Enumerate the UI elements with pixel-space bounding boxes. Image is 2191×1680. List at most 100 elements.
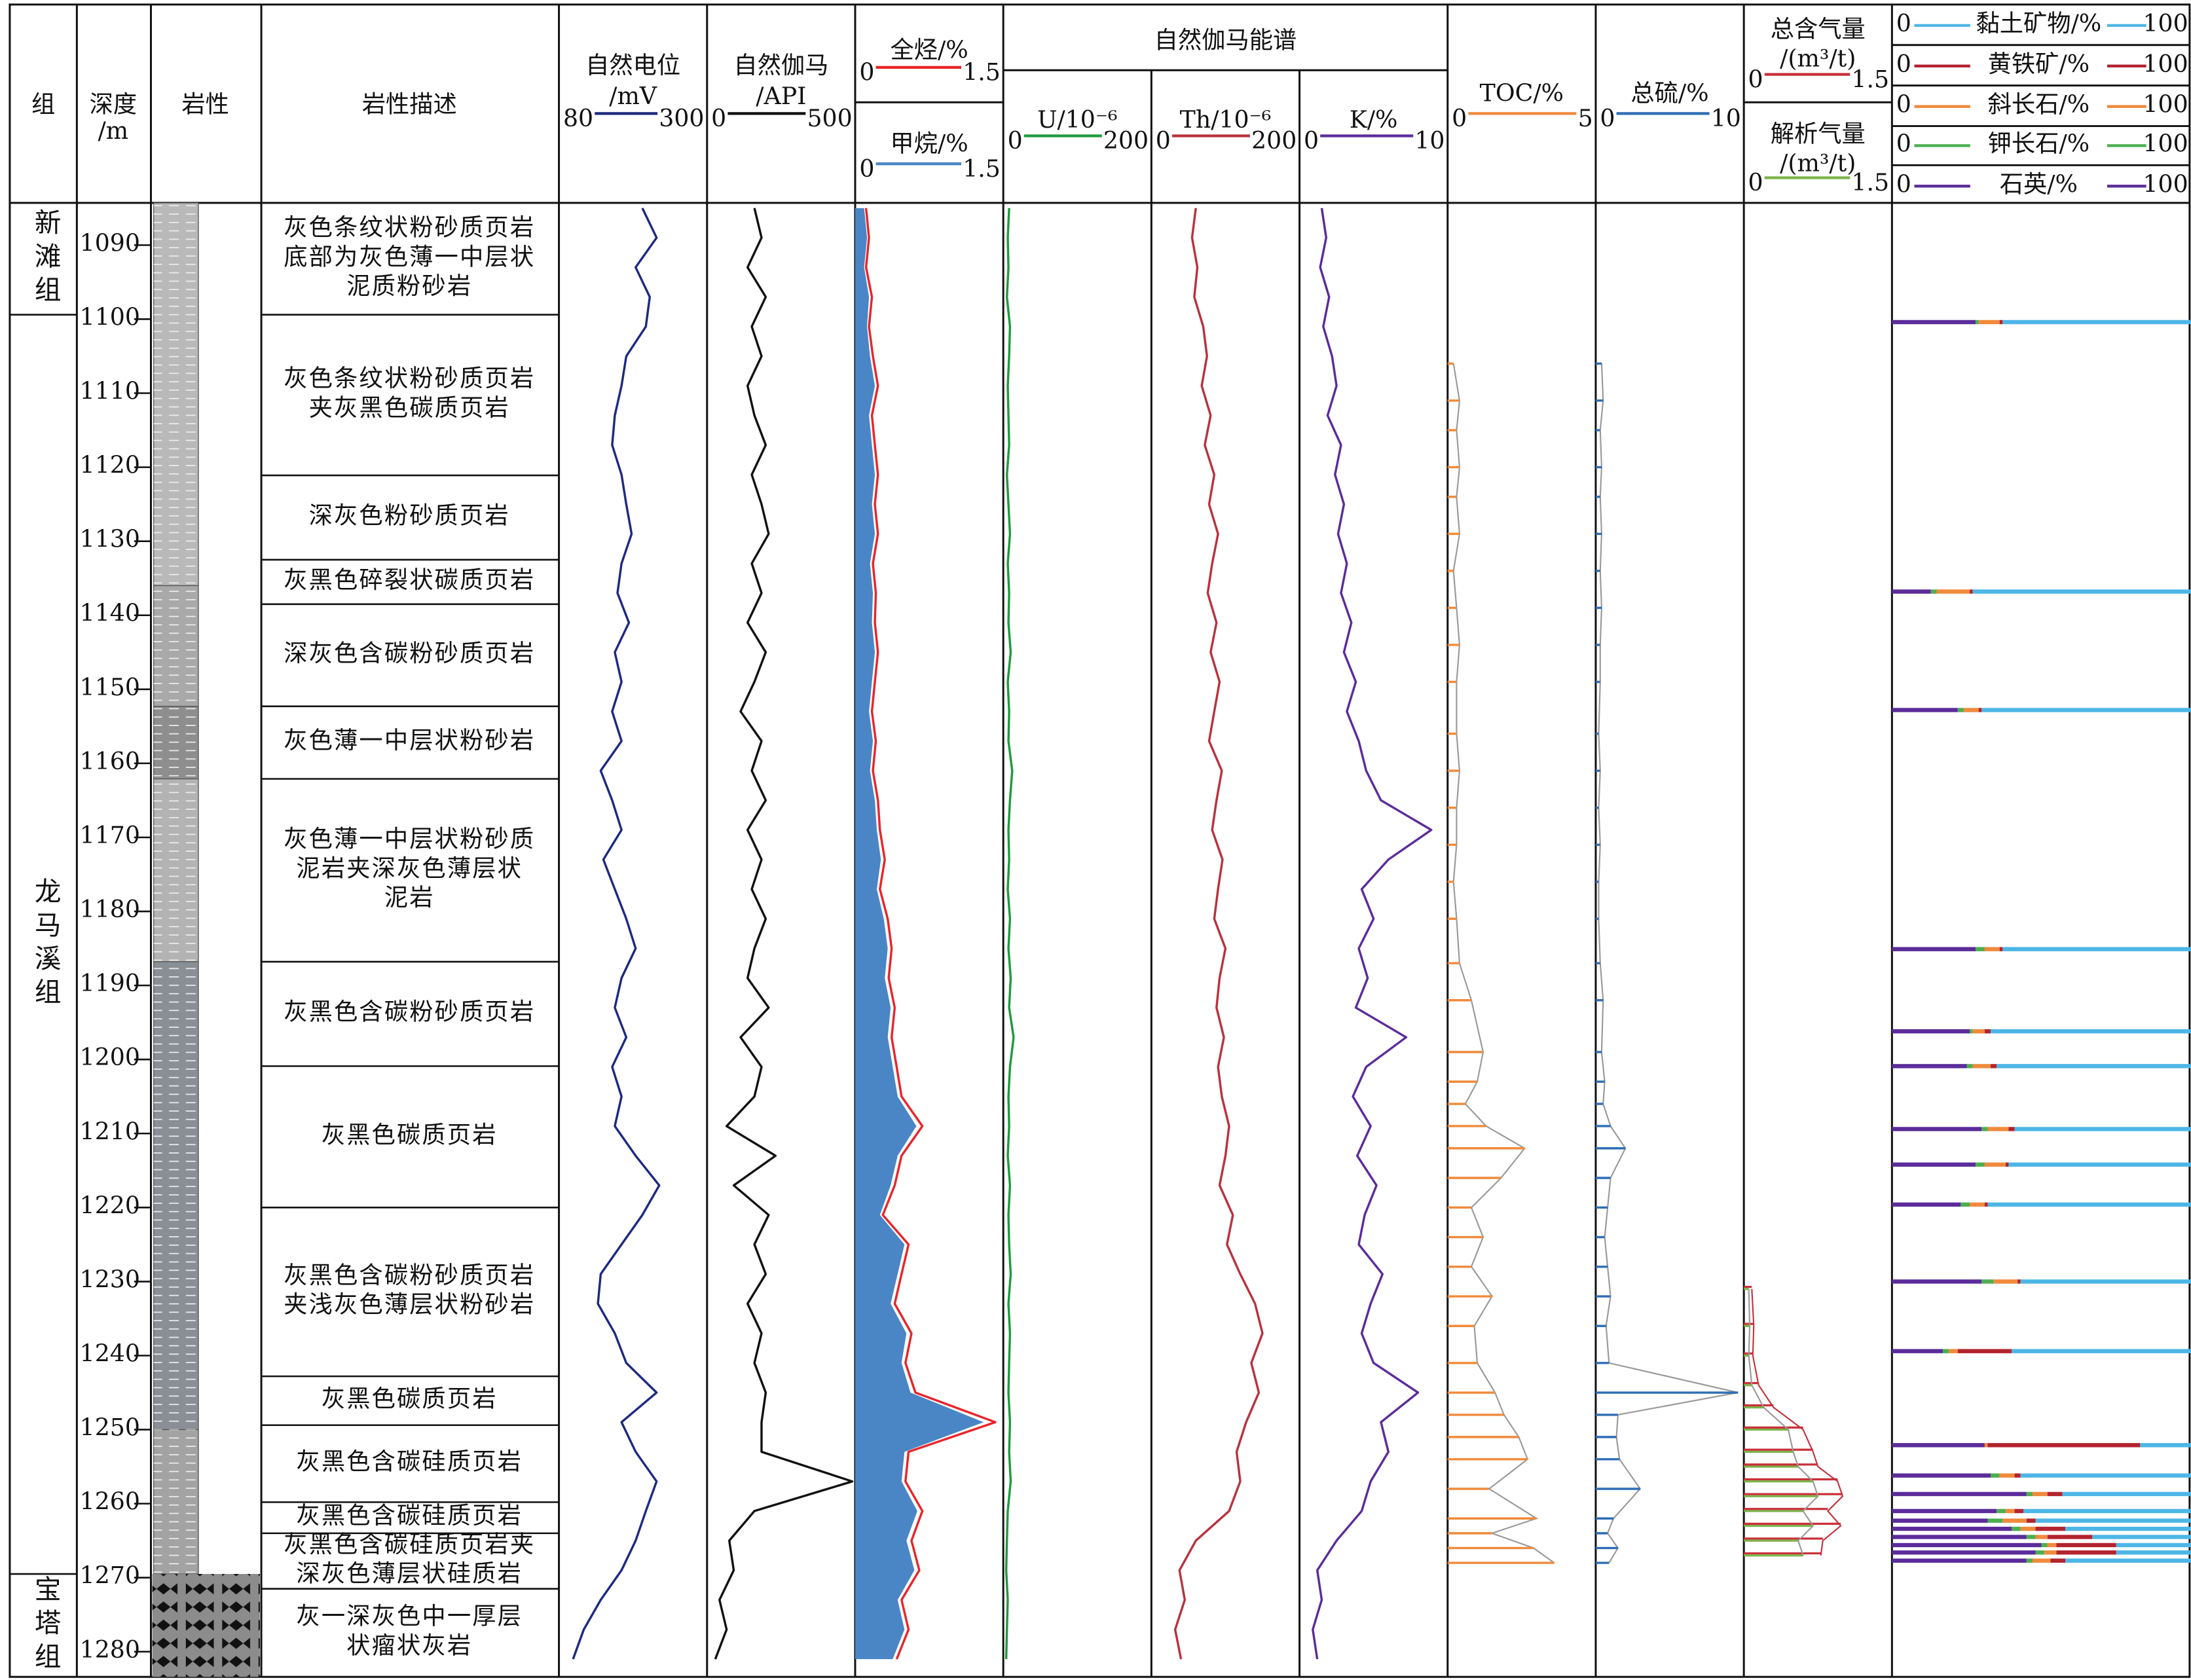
depth-tick-label: 1150	[80, 673, 140, 701]
mineral-segment	[1981, 1127, 1988, 1131]
mineral-segment	[2065, 1526, 2191, 1531]
mineral-segment	[1976, 947, 1985, 951]
mineral-segment	[1892, 1443, 1985, 1448]
mineral-name: 黏土矿物/%	[1976, 9, 2102, 37]
mineral-segment	[2023, 1508, 2191, 1514]
mineral-segment	[1999, 947, 2003, 951]
header-depth: 深度	[90, 90, 138, 119]
scale-min: 0	[859, 58, 874, 86]
mineral-segment	[2020, 1526, 2036, 1531]
depth-tick-label: 1200	[80, 1043, 140, 1071]
mineral-segment	[2014, 1127, 2191, 1131]
mineral-name: 钾长石/%	[1988, 129, 2090, 157]
depth-tick-label: 1260	[80, 1488, 140, 1516]
mineral-segment	[2014, 1473, 2021, 1478]
description-text: 状瘤状灰岩	[346, 1631, 472, 1659]
mineral-segment	[2005, 1162, 2009, 1167]
track-title: /(m³/t)	[1780, 44, 1856, 72]
mineral-segment	[2041, 1543, 2048, 1548]
lithology-texture	[153, 585, 199, 706]
mineral-segment	[1961, 1202, 1970, 1207]
scale-min: 0	[1600, 104, 1615, 132]
mineral-segment	[2050, 1558, 2066, 1563]
lithology-texture	[153, 202, 199, 586]
mineral-segment	[1963, 708, 1979, 712]
scale-max: 200	[1251, 126, 1297, 155]
mineral-segment	[1999, 1473, 2015, 1478]
scale-max: 1.5	[963, 58, 1001, 86]
mineral-segment	[2026, 1518, 2036, 1523]
mineral-segment	[2035, 1518, 2191, 1523]
track-title: 总硫/%	[1630, 79, 1708, 107]
mineral-min: 0	[1896, 129, 1911, 157]
mineral-name: 黄铁矿/%	[1988, 50, 2090, 78]
mineral-segment	[2032, 1558, 2051, 1563]
mineral-segment	[1957, 1349, 2012, 1353]
formation-name: 宝塔组	[30, 1575, 62, 1675]
depth-tick-label: 1210	[80, 1117, 140, 1145]
description-text: 深灰色薄层状硅质岩	[296, 1560, 523, 1588]
scale-min: 80	[563, 104, 593, 132]
mineral-segment	[2002, 1518, 2027, 1523]
mineral-segment	[1984, 1443, 1988, 1448]
mineral-segment	[1997, 1508, 2006, 1514]
depth-tick-label: 1180	[80, 895, 140, 923]
track-title: /(m³/t)	[1780, 149, 1856, 177]
mineral-max: 100	[2143, 50, 2188, 78]
track-title: K/%	[1350, 105, 1398, 134]
description-text: 泥岩	[384, 883, 435, 911]
mineral-segment	[1949, 1349, 1958, 1353]
scale-max: 1.5	[1851, 65, 1889, 93]
track-title: 总含气量	[1771, 14, 1866, 43]
mineral-segment	[1966, 1064, 1973, 1068]
mineral-segment	[1957, 708, 1964, 712]
mineral-segment	[1987, 1202, 2191, 1207]
curve	[864, 208, 997, 1660]
mineral-max: 100	[2143, 90, 2188, 119]
mineral-name: 石英/%	[2000, 170, 2078, 198]
description-text: 灰色薄一中层状粉砂质	[284, 824, 535, 852]
mineral-segment	[2002, 320, 2191, 325]
mineral-min: 0	[1896, 50, 1911, 78]
mineral-segment	[1970, 1202, 1985, 1207]
description-text: 灰一深灰色中一厚层	[296, 1602, 523, 1630]
limestone-texture	[152, 1574, 260, 1677]
scale-max: 5	[1578, 104, 1593, 132]
mineral-segment	[2012, 1526, 2021, 1531]
scale-max: 10	[1711, 104, 1741, 132]
mineral-segment	[1892, 1473, 1991, 1478]
mineral-segment	[1987, 1127, 2009, 1131]
mineral-segment	[1892, 1349, 1943, 1353]
mineral-segment	[1972, 589, 2191, 594]
mineral-segment	[1972, 1029, 1985, 1034]
scale-max: 300	[659, 104, 704, 132]
description-text: 灰色条纹状粉砂质页岩	[284, 213, 535, 241]
mineral-segment	[2035, 1526, 2066, 1531]
mineral-segment	[1987, 1518, 2003, 1523]
depth-tick-label: 1120	[80, 451, 140, 479]
track-title: 自然伽马	[733, 51, 828, 79]
mineral-min: 0	[1896, 170, 1911, 198]
depth-tick-label: 1130	[80, 525, 140, 553]
mineral-segment	[1892, 1162, 1976, 1167]
mineral-segment	[1892, 1202, 1961, 1207]
description-text: 灰黑色含碳硅质页岩	[296, 1501, 523, 1529]
lithology-texture	[153, 961, 199, 1430]
scale-min: 0	[1452, 104, 1467, 132]
scale-min: 0	[1008, 126, 1023, 155]
depth-tick-label: 1160	[80, 747, 140, 775]
curve	[1173, 208, 1264, 1660]
mineral-segment	[1892, 1127, 1982, 1131]
mineral-segment	[2014, 1508, 2024, 1514]
depth-tick-label: 1270	[80, 1561, 140, 1590]
depth-tick-label: 1250	[80, 1414, 140, 1442]
formation-name: 龙马溪组	[30, 877, 62, 1012]
curve	[1004, 208, 1015, 1660]
mineral-segment	[1936, 589, 1970, 594]
mineral-segment	[2008, 1127, 2015, 1131]
track-title: /mV	[609, 82, 657, 110]
mineral-segment	[1892, 1279, 1982, 1284]
mineral-segment	[1991, 1473, 2000, 1478]
mineral-segment	[1892, 589, 1931, 594]
header-depth-unit: /m	[98, 117, 129, 145]
